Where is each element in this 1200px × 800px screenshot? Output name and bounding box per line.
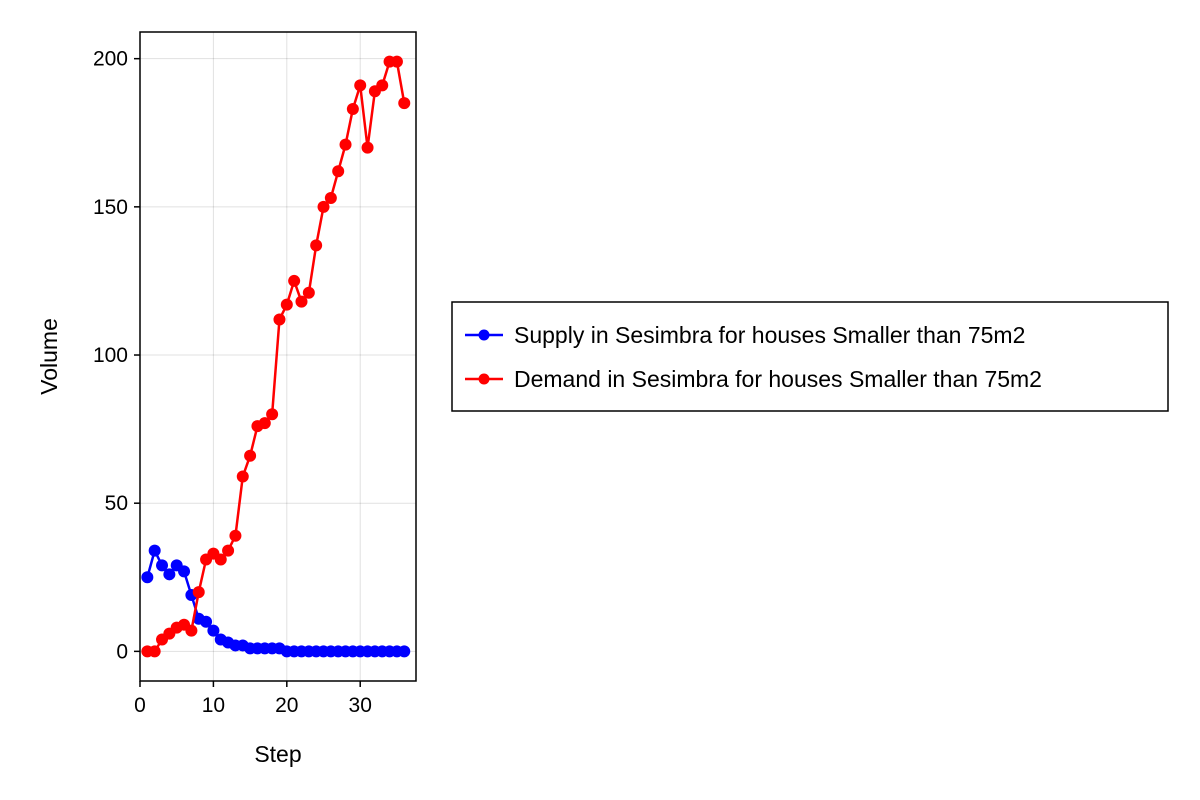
plot-frame [139,31,417,682]
data-point [324,191,337,204]
data-point [148,645,161,658]
data-point [207,624,220,637]
data-point [222,544,235,557]
series-layer [141,55,411,658]
y-tick-label: 200 [93,48,128,71]
y-tick-label: 0 [116,640,128,663]
data-point [185,624,198,637]
data-point [361,141,374,154]
data-point [266,408,279,421]
data-point [390,55,403,68]
data-point [354,79,367,92]
data-point [258,417,271,430]
data-point [192,586,205,599]
data-point [346,103,359,116]
x-tick-label: 20 [275,694,298,717]
x-tick-label: 30 [349,694,372,717]
data-point [273,313,286,326]
data-point [295,295,308,308]
data-point [156,559,169,572]
legend-marker-supply [478,329,490,341]
legend-label-supply: Supply in Sesimbra for houses Smaller th… [514,322,1025,348]
data-point [317,200,330,213]
data-point [302,286,315,299]
data-point [398,645,411,658]
data-point [229,529,242,542]
data-point [339,138,352,151]
grid-lines [139,32,416,681]
axis-ticks: 0 10 20 30 0 50 100 150 200 [93,48,372,717]
data-point [398,97,411,110]
y-tick-label: 50 [105,492,128,515]
data-point [236,470,249,483]
data-point [376,79,389,92]
data-point [332,165,345,178]
data-point [288,274,301,287]
x-axis-label: Step [254,741,301,767]
data-point [280,298,293,311]
legend-entry-demand: Demand in Sesimbra for houses Smaller th… [465,366,1042,392]
legend-entry-supply: Supply in Sesimbra for houses Smaller th… [465,322,1025,348]
data-point [244,449,257,462]
data-point [200,615,213,628]
series-0 [141,544,411,658]
data-point [148,544,161,557]
series-1 [141,55,411,658]
data-point [214,553,227,566]
legend-marker-demand [478,373,490,385]
data-point [141,571,154,584]
data-point [310,239,323,252]
y-axis-label: Volume [36,318,62,395]
data-point [163,568,176,581]
data-point [178,565,191,578]
legend-box [451,301,1169,412]
y-tick-label: 150 [93,196,128,219]
x-tick-label: 10 [202,694,225,717]
legend-label-demand: Demand in Sesimbra for houses Smaller th… [514,366,1042,392]
legend: Supply in Sesimbra for houses Smaller th… [451,301,1169,412]
x-tick-label: 0 [134,694,146,717]
y-tick-label: 100 [93,344,128,367]
